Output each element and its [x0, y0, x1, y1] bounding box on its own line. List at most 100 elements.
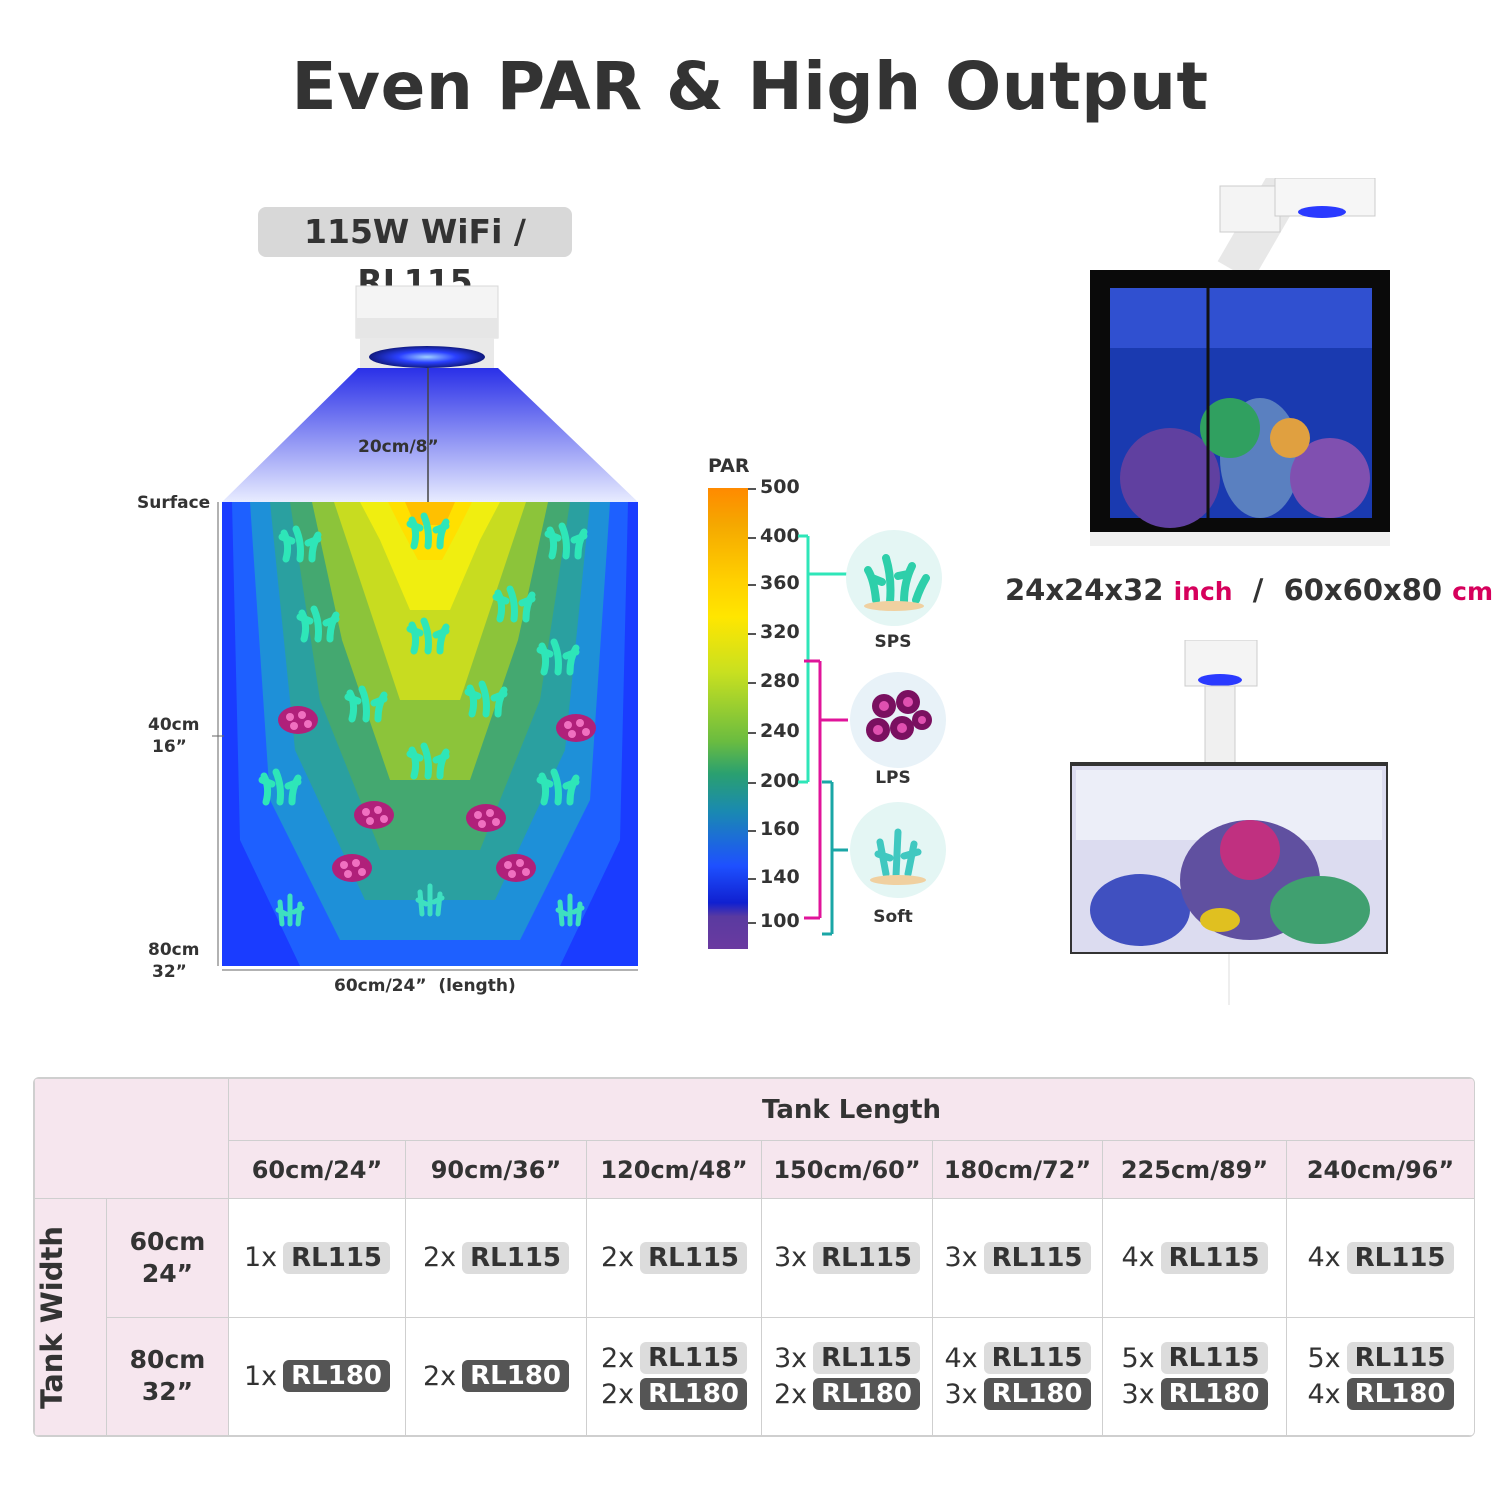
recommendation-cell: 4x RL115 — [1102, 1198, 1287, 1318]
fixture-quantity: 5x — [1307, 1342, 1341, 1374]
fixture-quantity: 5x — [1121, 1342, 1155, 1374]
fixture-quantity: 2x — [600, 1242, 635, 1274]
mount-height-label: 20cm/8” — [358, 437, 439, 457]
tank-length-column-header: 90cm/36” — [405, 1140, 587, 1200]
fixture-quantity: 4x — [944, 1342, 978, 1374]
coral-type-label: SPS — [874, 632, 912, 652]
tank-length-column-header: 60cm/24” — [228, 1140, 406, 1200]
fixture-model-chip: RL115 — [813, 1342, 921, 1375]
fixture-model-chip: RL180 — [283, 1360, 391, 1393]
fixture-model-chip: RL180 — [1346, 1378, 1454, 1411]
fixture-model-chip: RL180 — [1160, 1378, 1268, 1411]
fixture-count: 2x RL115 — [406, 1241, 586, 1274]
fixture-model-chip: RL115 — [1160, 1342, 1268, 1375]
par-tick-label: 160 — [760, 818, 800, 840]
table-corner — [34, 1078, 229, 1200]
fixture-count: 5x RL115 — [1287, 1342, 1474, 1375]
fixture-quantity: 3x — [1121, 1378, 1155, 1410]
fixture-model-chip: RL115 — [813, 1241, 921, 1274]
tank-length-column-header: 225cm/89” — [1102, 1140, 1287, 1200]
light-beam — [222, 368, 638, 502]
surface-label: Surface — [137, 493, 211, 513]
par-color-bar — [708, 488, 748, 949]
fixture-quantity: 4x — [1121, 1242, 1155, 1274]
fixture-quantity: 3x — [773, 1242, 808, 1274]
fixture-count: 4x RL180 — [1287, 1378, 1474, 1411]
fixture-count: 5x RL115 — [1103, 1342, 1286, 1375]
tank-dimensions: 24x24x32 inch / 60x60x80 cm — [1005, 573, 1494, 607]
fixture-count: 2x RL115 — [587, 1342, 761, 1375]
fixture-count: 1x RL115 — [229, 1241, 405, 1274]
depth-bottom-label: 80cm 32” — [148, 940, 200, 982]
coral-type-label: Soft — [873, 907, 913, 927]
fixture-count: 2x RL180 — [406, 1360, 586, 1393]
fixture-count: 4x RL115 — [933, 1342, 1102, 1375]
fixture-model-chip: RL180 — [640, 1378, 748, 1411]
fixture-model-chip: RL115 — [462, 1241, 570, 1274]
fixture-quantity: 2x — [600, 1342, 635, 1374]
fixture-quantity: 3x — [773, 1342, 808, 1374]
par-tick-label: 100 — [760, 910, 800, 932]
recommendation-cell: 2x RL180 — [405, 1316, 587, 1436]
recommendation-table: Tank Length 60cm/24” 90cm/36” 120cm/48” 150… — [33, 1077, 1475, 1437]
fixture-count: 4x RL115 — [1103, 1241, 1286, 1274]
fixture-count: 2x RL115 — [587, 1241, 761, 1274]
light-fixture-icon — [355, 285, 499, 368]
soft-coral-icon — [850, 802, 946, 898]
fixture-model-chip: RL180 — [983, 1378, 1091, 1411]
par-tick-mark — [748, 633, 756, 635]
par-tick-mark — [748, 584, 756, 586]
fixture-quantity: 3x — [944, 1242, 978, 1274]
page-title: Even PAR & High Output — [291, 48, 1209, 125]
soft-coral-icon — [275, 883, 585, 927]
fixture-quantity: 3x — [944, 1378, 978, 1410]
par-tick-mark — [748, 922, 756, 924]
fixture-count: 3x RL180 — [933, 1378, 1102, 1411]
fixture-model-chip: RL115 — [983, 1241, 1091, 1274]
par-tick-mark — [748, 878, 756, 880]
fixture-model-chip: RL115 — [640, 1241, 748, 1274]
recommendation-cell: 3x RL115 2x RL180 — [761, 1316, 933, 1436]
par-tick-mark — [748, 682, 756, 684]
aquarium-photo-top — [1090, 174, 1390, 546]
recommendation-cell: 4x RL115 3x RL180 — [932, 1316, 1103, 1436]
fixture-quantity: 2x — [600, 1378, 635, 1410]
coral-type-label: LPS — [875, 768, 911, 788]
par-tick-mark — [748, 782, 756, 784]
fixture-quantity: 4x — [1307, 1378, 1341, 1410]
fixture-quantity: 1x — [243, 1242, 278, 1274]
aquarium-photo-bottom — [1068, 639, 1390, 1005]
fixture-count: 2x RL180 — [762, 1378, 932, 1411]
fixture-quantity: 1x — [243, 1360, 278, 1392]
model-badge: 115W WiFi / RL115 — [258, 207, 572, 301]
tank-length-column-header: 120cm/48” — [586, 1140, 762, 1200]
recommendation-cell: 3x RL115 — [761, 1198, 933, 1318]
fixture-model-chip: RL115 — [983, 1342, 1091, 1375]
par-tick-label: 240 — [760, 720, 800, 742]
length-label: 60cm/24” (length) — [334, 976, 516, 996]
par-tick-mark — [748, 830, 756, 832]
recommendation-cell: 2x RL115 2x RL180 — [586, 1316, 762, 1436]
recommendation-cell: 5x RL115 3x RL180 — [1102, 1316, 1287, 1436]
coral-range-brackets — [798, 534, 848, 936]
fixture-count: 4x RL115 — [1287, 1241, 1474, 1274]
par-tick-label: 320 — [760, 621, 800, 643]
lps-coral-icon — [850, 672, 946, 768]
tank-width-row-header: 80cm 32” — [106, 1316, 229, 1436]
tank-length-header: Tank Length — [227, 1078, 1474, 1142]
tank-width-header: Tank Width — [34, 1198, 107, 1436]
par-tick-label: 360 — [760, 572, 800, 594]
par-tick-label: 280 — [760, 670, 800, 692]
sps-coral-icon — [258, 512, 588, 806]
fixture-quantity: 2x — [422, 1360, 457, 1392]
fixture-quantity: 2x — [773, 1378, 808, 1410]
tank-length-column-header: 240cm/96” — [1285, 1140, 1474, 1200]
par-diagram — [212, 285, 638, 971]
recommendation-cell: 3x RL115 — [932, 1198, 1103, 1318]
tank-width-row-header: 60cm 24” — [106, 1198, 229, 1318]
recommendation-cell: 1x RL180 — [228, 1316, 406, 1436]
par-tick-label: 500 — [760, 476, 800, 498]
fixture-model-chip: RL115 — [1346, 1342, 1454, 1375]
lps-coral-icon — [278, 706, 596, 882]
recommendation-cell: 1x RL115 — [228, 1198, 406, 1318]
